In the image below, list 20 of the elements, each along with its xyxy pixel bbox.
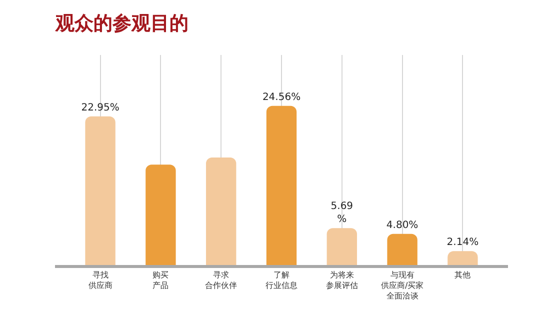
data-label: 5.69 % — [330, 201, 354, 226]
x-tick-label: 与现有供应商/买家全面洽谈 — [380, 270, 424, 300]
data-label: 2.14% — [446, 237, 479, 248]
x-tick-label: 寻找供应商 — [88, 270, 112, 290]
x-tick-label: 其他 — [454, 270, 471, 280]
data-label: 4.80% — [386, 220, 418, 231]
bar — [387, 234, 418, 265]
x-tick-label: 寻求合作伙伴 — [205, 270, 238, 290]
bar — [266, 106, 297, 265]
x-tick-label: 为将来参展评估 — [326, 270, 358, 290]
data-label: 24.56% — [262, 92, 301, 103]
bar — [326, 228, 357, 265]
chart-title: 观众的参观目的 — [54, 12, 188, 34]
bar — [206, 157, 236, 265]
x-tick-label: 购买产品 — [152, 270, 169, 290]
x-tick-label: 了解行业信息 — [266, 270, 298, 290]
bar — [448, 251, 478, 265]
bar — [146, 164, 176, 265]
bar — [85, 116, 116, 265]
data-label: 22.95% — [81, 102, 120, 114]
